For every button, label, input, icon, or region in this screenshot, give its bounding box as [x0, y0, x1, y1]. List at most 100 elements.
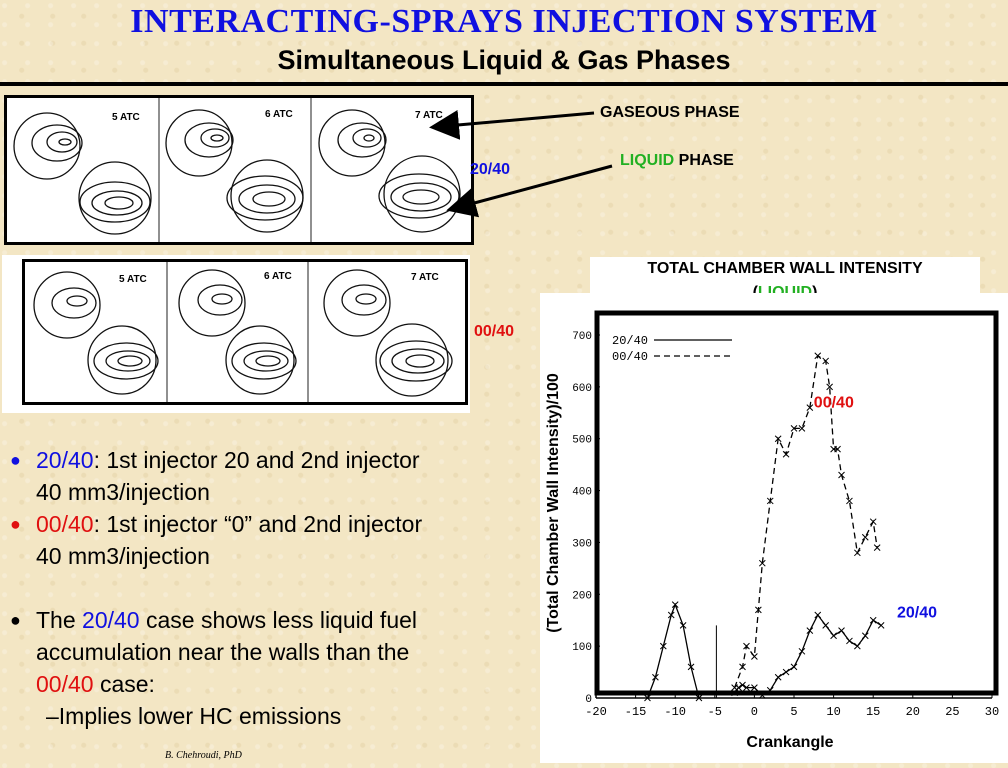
data-point — [687, 663, 695, 671]
annotation-00-40: 00/40 — [814, 395, 854, 412]
bullet-dot: ● — [10, 450, 21, 470]
data-point — [731, 689, 738, 697]
data-point — [830, 632, 837, 640]
x-tick-label: -20 — [585, 705, 607, 719]
case-20-40: 20/40 — [36, 447, 94, 473]
x-tick-label: -15 — [625, 705, 647, 719]
data-point — [814, 352, 822, 360]
data-point — [806, 404, 814, 411]
legend-label: 00/40 — [612, 350, 648, 364]
data-point — [861, 632, 869, 640]
spray-images-20-40: 5 ATC 6 ATC 7 ATC — [4, 95, 474, 245]
data-point — [751, 684, 758, 691]
slide-title: INTERACTING-SPRAYS INJECTION SYSTEM — [130, 3, 878, 40]
title-divider — [0, 82, 1008, 86]
y-tick-label: 0 — [585, 694, 592, 706]
y-tick-label: 100 — [572, 642, 592, 654]
data-point — [667, 611, 675, 619]
frame-label: 5 ATC — [112, 112, 140, 123]
case-20-40: 20/40 — [82, 607, 140, 633]
slide-subtitle: Simultaneous Liquid & Gas Phases — [277, 45, 731, 75]
data-point — [877, 622, 885, 629]
data-point — [755, 606, 762, 614]
sub-bullet: –Implies lower HC emissions — [46, 703, 342, 729]
series-line-00-40 — [733, 354, 878, 688]
data-point — [798, 424, 806, 432]
frame-label: 7 ATC — [411, 272, 439, 283]
series-line-20-40 — [646, 602, 700, 699]
liquid-word: LIQUID — [620, 152, 675, 169]
chart-title-line1: TOTAL CHAMBER WALL INTENSITY — [647, 260, 923, 277]
data-point — [758, 559, 766, 567]
bullet-item: ● 00/40: 1st injector “0” and 2nd inject… — [10, 508, 510, 572]
data-point — [790, 424, 798, 432]
bullet-item: ● 20/40: 1st injector 20 and 2nd injecto… — [10, 444, 510, 508]
data-point — [644, 694, 651, 702]
annotation-20-40: 20/40 — [897, 605, 937, 622]
bullet-text: case shows less liquid fuel — [139, 607, 418, 633]
bullet-text: : 1st injector 20 and 2nd injector — [93, 447, 420, 473]
data-point — [846, 637, 853, 645]
bullet-text: case: — [93, 671, 155, 697]
bullet-text: The — [36, 607, 83, 633]
y-tick-label: 600 — [572, 383, 592, 395]
data-point — [834, 445, 841, 453]
x-tick-label: 20 — [906, 705, 920, 719]
frame-label: 7 ATC — [415, 110, 443, 121]
data-point — [731, 684, 738, 691]
data-point — [671, 601, 679, 609]
case-00-40: 00/40 — [36, 511, 94, 537]
data-point — [743, 684, 750, 691]
data-point — [743, 642, 750, 650]
x-tick-label: 15 — [866, 705, 880, 719]
phase-word: PHASE — [674, 152, 734, 169]
liquid-phase-label: LIQUID PHASE — [620, 152, 734, 170]
bullet-item: ● The 20/40 case shows less liquid fuel … — [10, 604, 510, 700]
spray-contours-top — [13, 98, 461, 242]
case-label-00-40: 00/40 — [474, 323, 515, 340]
y-tick-label: 500 — [572, 435, 592, 447]
data-point — [766, 497, 774, 505]
chart-area: -20 -15 -10 -5 0 5 10 15 20 25 30 0 100 200 300 400 500 6… — [540, 293, 1008, 763]
x-tick-label: 0 — [751, 705, 758, 719]
frame-label: 6 ATC — [264, 271, 292, 282]
x-tick-label: -10 — [664, 705, 686, 719]
data-point — [751, 653, 758, 660]
gaseous-phase-label: GASEOUS PHASE — [600, 104, 740, 121]
legend-label: 20/40 — [612, 334, 648, 348]
author-credit: B. Chehroudi, PhD — [165, 750, 242, 761]
bullet-text: 40 mm3/injection — [36, 479, 210, 505]
data-point — [790, 663, 798, 671]
data-point — [695, 694, 703, 702]
data-point — [854, 642, 861, 650]
data-point — [758, 692, 766, 699]
bullet-dot: ● — [10, 610, 21, 630]
bullet-dot: ● — [10, 514, 21, 534]
bullet-text: : 1st injector “0” and 2nd injector — [93, 511, 423, 537]
data-point — [838, 627, 845, 634]
data-point — [869, 616, 877, 624]
data-point — [814, 611, 822, 619]
data-point — [798, 647, 806, 655]
y-tick-label: 400 — [572, 487, 592, 499]
data-point — [869, 518, 877, 526]
y-tick-label: 200 — [572, 590, 592, 602]
chart-frame — [594, 310, 999, 696]
bullet-text: 40 mm3/injection — [36, 543, 210, 569]
x-tick-label: 10 — [826, 705, 840, 719]
y-tick-label: 700 — [572, 331, 592, 343]
data-point — [774, 673, 782, 681]
x-axis-label: Crankangle — [746, 734, 833, 751]
y-tick-label: 300 — [572, 538, 592, 550]
spray-frame-border — [22, 259, 468, 405]
x-tick-label: 5 — [790, 705, 797, 719]
frame-label: 5 ATC — [119, 274, 147, 285]
data-point — [854, 549, 861, 557]
x-tick-label: -5 — [708, 705, 722, 719]
case-00-40: 00/40 — [36, 671, 94, 697]
y-axis-label: (Total Chamber Wall Intensity)/100 — [545, 373, 562, 633]
data-point — [679, 622, 687, 629]
data-point — [822, 622, 830, 629]
x-tick-label: 30 — [985, 705, 999, 719]
data-point — [846, 497, 853, 505]
